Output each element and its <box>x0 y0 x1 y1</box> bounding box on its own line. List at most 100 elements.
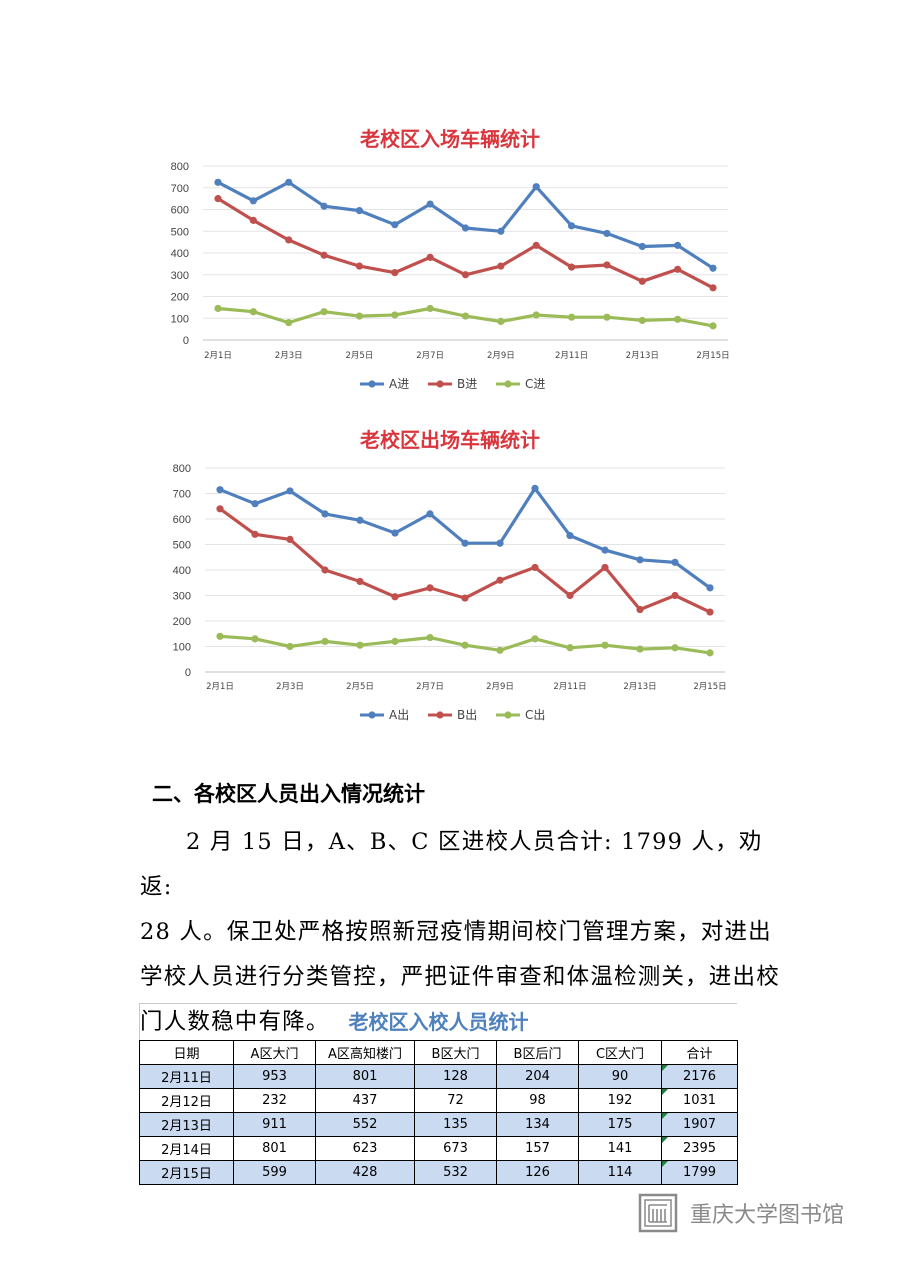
legend-marker <box>368 711 376 719</box>
table-header-row: 日期 A区大门 A区高知楼门 B区大门 B区后门 C区大门 合计 <box>139 1040 738 1065</box>
body-paragraph: 2 月 15 日，A、B、C 区进校人员合计: 1799 人，劝返: 28 人。… <box>140 820 780 1045</box>
x-tick-label: 2月5日 <box>346 682 374 692</box>
table-cell: 2月15日 <box>139 1160 234 1185</box>
data-point <box>496 646 504 654</box>
data-point <box>391 311 399 319</box>
data-point <box>638 316 646 325</box>
data-point <box>286 642 294 651</box>
table-cell: 437 <box>315 1088 415 1113</box>
table-cell: 128 <box>414 1064 497 1089</box>
data-point <box>286 535 294 543</box>
paragraph-continuation: 28 人。保卫处严格按照新冠疫情期间校门管理方案，对进出学校人员进行分类管控，严… <box>140 919 780 1035</box>
table-cell: 552 <box>315 1112 415 1137</box>
header-date: 日期 <box>139 1040 234 1065</box>
table-cell: 801 <box>315 1064 415 1089</box>
y-tick-label: 700 <box>173 489 191 501</box>
data-point <box>461 641 469 649</box>
table-cell: 2月13日 <box>139 1112 234 1137</box>
table-cell-total: 1031 <box>661 1088 738 1113</box>
data-point <box>249 308 257 316</box>
legend-label: A出 <box>389 708 409 722</box>
table-cell: 114 <box>578 1160 662 1185</box>
data-point <box>531 635 539 643</box>
data-point <box>706 649 714 657</box>
series-line <box>219 486 711 590</box>
y-tick-label: 800 <box>171 161 189 173</box>
legend-marker <box>504 380 512 388</box>
data-point <box>497 317 505 326</box>
data-point <box>320 202 328 210</box>
data-point <box>251 500 259 508</box>
x-tick-label: 2月11日 <box>555 351 588 361</box>
total-value: 1907 <box>682 1117 717 1132</box>
table-cell: 204 <box>496 1064 579 1089</box>
data-point <box>709 264 717 272</box>
data-point <box>461 224 470 232</box>
data-point <box>603 313 611 321</box>
legend-label: C出 <box>525 708 545 722</box>
data-point <box>426 253 434 261</box>
data-point <box>286 487 294 495</box>
y-tick-label: 0 <box>183 335 189 347</box>
total-value: 2395 <box>682 1141 717 1156</box>
table-cell: 98 <box>496 1088 579 1113</box>
table-cell: 911 <box>233 1112 316 1137</box>
chart-entry-vehicles: 老校区入场车辆统计 0 100 200 300 400 500 600 700 800 2月1日 2… <box>160 118 740 408</box>
table-title: 老校区入校人员统计 <box>139 1003 737 1040</box>
data-point <box>321 637 329 645</box>
header-b-gate: B区大门 <box>414 1040 497 1065</box>
chart-title: 老校区入场车辆统计 <box>360 127 540 151</box>
data-point <box>566 531 574 540</box>
data-point <box>426 200 434 208</box>
data-point <box>532 241 540 249</box>
legend-marker <box>436 380 444 388</box>
table-cell: 953 <box>233 1064 316 1089</box>
data-point <box>531 484 539 492</box>
data-point <box>391 593 399 601</box>
x-tick-label: 2月9日 <box>486 682 514 692</box>
data-point <box>355 312 364 320</box>
table-cell: 623 <box>315 1136 415 1161</box>
data-point <box>321 510 329 518</box>
x-tick-label: 2月13日 <box>623 682 656 692</box>
data-point <box>461 539 469 547</box>
data-point <box>391 637 399 645</box>
table-cell-total: 2395 <box>661 1136 738 1161</box>
x-tick-label: 2月3日 <box>275 351 303 361</box>
x-tick-label: 2月5日 <box>346 351 374 361</box>
table-row: 2月15日 599 428 532 126 114 1799 <box>139 1160 738 1185</box>
x-tick-label: 2月7日 <box>416 351 444 361</box>
legend-marker <box>436 711 444 719</box>
paragraph-line-1: 2 月 15 日，A、B、C 区进校人员合计: 1799 人，劝返: <box>140 829 763 900</box>
legend-label: B进 <box>457 377 477 391</box>
data-point <box>461 312 470 320</box>
table-cell: 2月14日 <box>139 1136 234 1161</box>
legend-label: C进 <box>525 377 545 391</box>
x-tick-label: 2月1日 <box>204 351 232 361</box>
data-point <box>531 563 539 572</box>
table-row: 2月12日 232 437 72 98 192 1031 <box>139 1088 738 1113</box>
data-point <box>391 529 399 537</box>
data-point <box>674 265 682 273</box>
data-point <box>214 195 222 203</box>
table-cell: 232 <box>233 1088 316 1113</box>
header-b-back-gate: B区后门 <box>496 1040 579 1065</box>
data-point <box>671 644 679 652</box>
chart-exit-vehicles: 老校区出场车辆统计 0 100 200 300 400 500 600 700 800 2月1日 2… <box>160 418 740 730</box>
watermark-text: 重庆大学图书馆 <box>690 1203 845 1228</box>
data-point <box>636 645 644 653</box>
data-point <box>249 197 257 205</box>
table-cell: 192 <box>578 1088 662 1113</box>
data-point <box>674 315 682 323</box>
y-tick-label: 300 <box>173 591 191 603</box>
data-point <box>285 236 293 244</box>
table-cell-total: 1907 <box>661 1112 738 1137</box>
data-point <box>320 308 328 316</box>
legend-marker <box>504 711 512 719</box>
library-seal-icon <box>638 1193 678 1233</box>
data-point <box>671 591 679 600</box>
x-tick-label: 2月9日 <box>487 351 515 361</box>
library-watermark: 重庆大学图书馆 <box>638 1193 844 1233</box>
data-point <box>355 262 364 270</box>
chart-title: 老校区出场车辆统计 <box>360 428 540 452</box>
